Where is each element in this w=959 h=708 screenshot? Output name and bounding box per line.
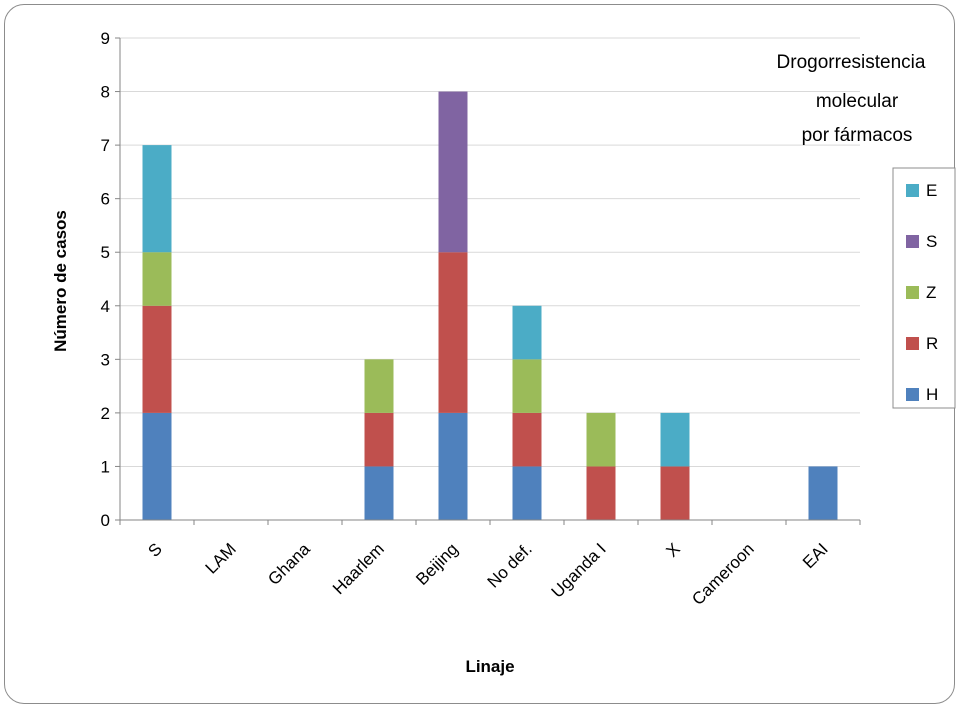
bar-segment-R <box>660 466 690 520</box>
y-tick-label: 7 <box>101 136 110 155</box>
x-tick-label: Haarlem <box>329 539 388 598</box>
x-axis-title: Linaje <box>465 657 514 676</box>
legend: E S Z R H <box>892 167 956 409</box>
bar-segment-H <box>364 466 394 520</box>
legend-swatch-S <box>906 235 919 248</box>
x-tick-label: Ghana <box>264 539 314 589</box>
bar-segment-R <box>512 412 542 467</box>
legend-label-Z: Z <box>926 283 936 302</box>
legend-title-line-3: por fármacos <box>802 125 913 146</box>
y-tick-label: 1 <box>101 457 110 476</box>
bar-segment-Z <box>142 252 172 306</box>
y-tick-label: 5 <box>101 243 110 262</box>
gridlines <box>120 37 860 467</box>
y-tick-label: 6 <box>101 190 110 209</box>
bar-segment-Z <box>364 359 394 413</box>
y-tick-label: 9 <box>101 29 110 48</box>
bar-segment-E <box>660 412 690 467</box>
bar-segment-H <box>512 466 542 520</box>
y-tick-labels: 0 1 2 3 4 5 6 7 8 9 <box>101 29 110 530</box>
y-axis-title: Número de casos <box>51 210 70 352</box>
bar-segment-E <box>142 145 172 253</box>
x-tick-label: X <box>662 539 683 560</box>
axes <box>115 37 861 525</box>
bar-segment-S <box>438 91 468 253</box>
bar-segment-H <box>142 412 172 520</box>
legend-swatch-R <box>906 337 919 350</box>
bar-segment-R <box>364 412 394 467</box>
bar-segment-R <box>438 252 468 413</box>
legend-title: Drogorresistencia molecular por fármacos <box>777 52 926 146</box>
y-tick-label: 0 <box>101 511 110 530</box>
x-tick-label: LAM <box>202 539 240 577</box>
x-tick-label: Cameroon <box>688 539 758 609</box>
legend-swatch-H <box>906 388 919 401</box>
legend-swatch-Z <box>906 286 919 299</box>
y-tick-label: 4 <box>101 297 110 316</box>
x-tick-label: S <box>144 539 165 560</box>
legend-title-line-2: molecular <box>816 91 899 112</box>
x-tick-label: Beijing <box>412 539 462 589</box>
legend-label-R: R <box>926 334 938 353</box>
bar-segment-H <box>808 466 838 520</box>
bar-segment-H <box>438 412 468 520</box>
y-tick-label: 8 <box>101 83 110 102</box>
legend-label-E: E <box>926 181 937 200</box>
legend-swatch-E <box>906 184 919 197</box>
y-tick-label: 3 <box>101 350 110 369</box>
legend-label-S: S <box>926 232 937 251</box>
bar-segment-R <box>586 466 616 520</box>
bars <box>142 91 838 520</box>
x-tick-label: Uganda I <box>548 539 610 601</box>
x-tick-label: No def. <box>484 539 536 591</box>
x-tick-label: EAI <box>799 539 832 572</box>
legend-box <box>892 167 956 409</box>
bar-segment-Z <box>512 359 542 413</box>
legend-label-H: H <box>926 385 938 404</box>
y-tick-label: 2 <box>101 404 110 423</box>
bar-segment-R <box>142 305 172 413</box>
bar-segment-Z <box>586 412 616 467</box>
legend-title-line-1: Drogorresistencia <box>777 52 926 73</box>
bar-segment-E <box>512 305 542 360</box>
